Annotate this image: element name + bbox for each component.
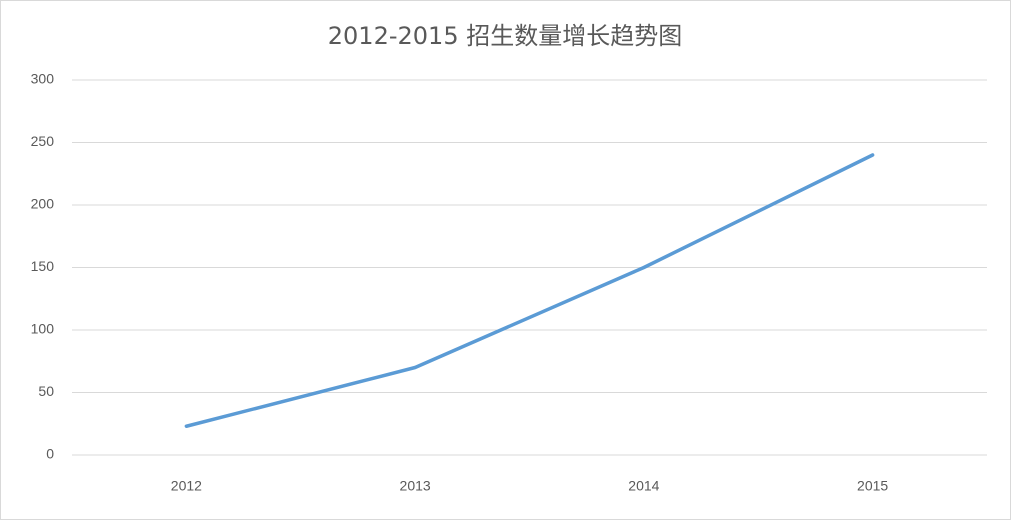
y-tick-label: 0 — [46, 446, 54, 462]
x-tick-label: 2015 — [857, 478, 888, 494]
y-tick-label: 100 — [31, 321, 55, 337]
x-tick-label: 2013 — [400, 478, 431, 494]
chart-title: 2012-2015 招生数量增长趋势图 — [328, 22, 682, 50]
x-tick-label: 2014 — [628, 478, 659, 494]
y-tick-label: 250 — [31, 133, 55, 149]
y-tick-label: 200 — [31, 196, 55, 212]
y-tick-label: 300 — [31, 71, 55, 87]
x-tick-label: 2012 — [171, 478, 202, 494]
y-tick-label: 50 — [38, 383, 54, 399]
y-tick-label: 150 — [31, 258, 55, 274]
data-line — [184, 153, 875, 428]
